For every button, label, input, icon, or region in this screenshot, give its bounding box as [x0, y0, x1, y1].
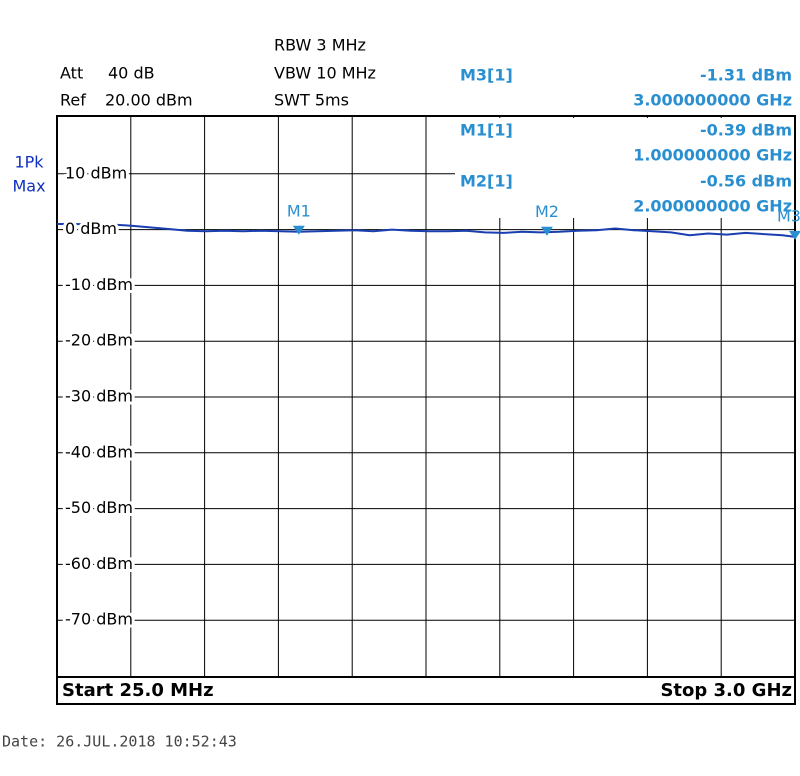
ref-value: 20.00 dBm: [105, 91, 193, 110]
marker-freq: 2.000000000 GHz: [633, 197, 792, 216]
trace-label: Max: [12, 177, 45, 196]
marker: [292, 225, 305, 235]
overlay: 10 dBm 0 dBm -10 dBm -20 dBm -30 dBm -40 dBm -…: [62, 66, 800, 632]
marker-freq: 1.000000000 GHz: [633, 146, 792, 165]
att-label: Att: [60, 64, 83, 83]
marker-name: M2: [535, 202, 559, 221]
trace-label: 1Pk: [14, 153, 44, 172]
marker: [789, 230, 800, 240]
y-tick-label: 10 dBm: [65, 163, 127, 182]
swt: SWT 5ms: [274, 91, 349, 110]
marker: [540, 226, 553, 236]
marker-name: M1: [287, 201, 311, 220]
readout-bg: [455, 118, 794, 218]
ref-label: Ref: [60, 91, 86, 110]
stop-label: Stop 3.0 GHz: [660, 680, 792, 701]
trace: [57, 223, 796, 238]
marker-readout: M2[1]: [460, 172, 513, 191]
y-tick-label: 0 dBm: [65, 219, 117, 238]
marker-level: -0.56 dBm: [700, 172, 792, 191]
y-tick-label: -40 dBm: [65, 442, 133, 461]
rbw: RBW 3 MHz: [274, 36, 366, 55]
y-tick-label: -30 dBm: [65, 387, 133, 406]
marker-level: -0.39 dBm: [700, 121, 792, 140]
plot: [57, 116, 796, 677]
date: Date: 26.JUL.2018 10:52:43: [2, 733, 237, 751]
y-tick-label: -70 dBm: [65, 610, 133, 629]
marker-readout: M1[1]: [460, 121, 513, 140]
marker-readout: M3[1]: [460, 66, 513, 85]
vbw: VBW 10 MHz: [274, 64, 376, 83]
header: Att 40 dB Ref 20.00 dBm RBW 3 MHz VBW 10…: [60, 36, 376, 110]
y-tick-label: -50 dBm: [65, 498, 133, 517]
start-label: Start 25.0 MHz: [62, 680, 214, 701]
marker-name: M3: [777, 206, 800, 225]
y-tick-label: -10 dBm: [65, 275, 133, 294]
y-tick-label: -60 dBm: [65, 554, 133, 573]
marker-level: -1.31 dBm: [700, 66, 792, 85]
marker-freq: 3.000000000 GHz: [633, 91, 792, 110]
y-tick-label: -20 dBm: [65, 331, 133, 350]
att-value: 40 dB: [108, 64, 155, 83]
